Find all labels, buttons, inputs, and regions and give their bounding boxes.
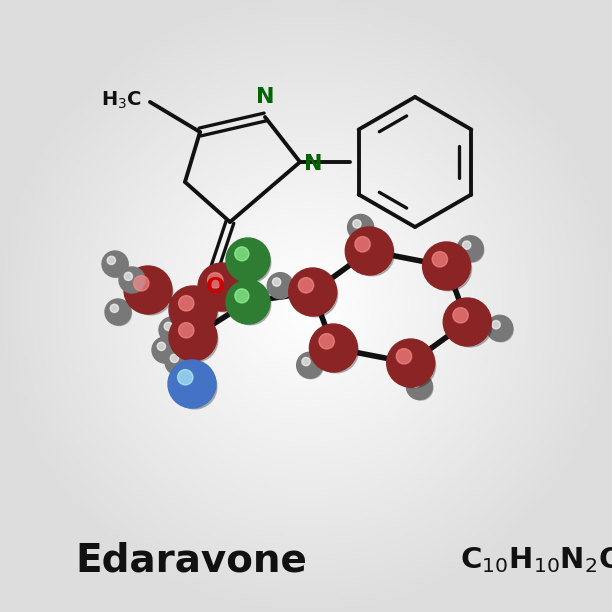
Circle shape bbox=[299, 355, 323, 379]
Circle shape bbox=[129, 271, 173, 315]
Circle shape bbox=[270, 275, 294, 299]
Circle shape bbox=[207, 272, 223, 288]
Circle shape bbox=[490, 318, 513, 342]
Circle shape bbox=[297, 353, 323, 378]
Circle shape bbox=[453, 308, 468, 323]
Circle shape bbox=[177, 370, 193, 385]
Circle shape bbox=[443, 298, 491, 346]
Circle shape bbox=[457, 236, 483, 262]
Circle shape bbox=[289, 268, 337, 316]
Circle shape bbox=[463, 241, 471, 249]
Circle shape bbox=[348, 214, 373, 241]
Circle shape bbox=[133, 275, 149, 291]
Circle shape bbox=[198, 263, 246, 311]
Text: C$_{10}$H$_{10}$N$_{2}$O: C$_{10}$H$_{10}$N$_{2}$O bbox=[460, 545, 612, 575]
Circle shape bbox=[448, 303, 492, 347]
Circle shape bbox=[392, 344, 436, 388]
Circle shape bbox=[492, 321, 500, 329]
Circle shape bbox=[165, 349, 191, 375]
Circle shape bbox=[314, 329, 359, 373]
Circle shape bbox=[174, 318, 218, 362]
Circle shape bbox=[235, 247, 249, 261]
Circle shape bbox=[355, 237, 370, 252]
Circle shape bbox=[226, 280, 270, 324]
Circle shape bbox=[310, 324, 357, 372]
Circle shape bbox=[345, 227, 394, 275]
Text: N: N bbox=[304, 154, 323, 174]
Circle shape bbox=[173, 365, 217, 409]
Circle shape bbox=[179, 296, 194, 311]
Circle shape bbox=[230, 242, 271, 283]
Circle shape bbox=[124, 272, 133, 280]
Circle shape bbox=[350, 232, 394, 276]
Circle shape bbox=[119, 267, 145, 293]
Text: N: N bbox=[256, 87, 274, 107]
Circle shape bbox=[203, 268, 247, 312]
Circle shape bbox=[397, 349, 412, 364]
Circle shape bbox=[298, 278, 314, 293]
Circle shape bbox=[432, 252, 447, 267]
Circle shape bbox=[169, 313, 217, 361]
Circle shape bbox=[164, 322, 173, 330]
Circle shape bbox=[353, 220, 361, 228]
Circle shape bbox=[107, 256, 116, 264]
Circle shape bbox=[108, 302, 132, 326]
Circle shape bbox=[387, 339, 435, 387]
Circle shape bbox=[427, 247, 471, 291]
Circle shape bbox=[155, 340, 179, 364]
Circle shape bbox=[152, 337, 178, 363]
Circle shape bbox=[174, 291, 218, 335]
Circle shape bbox=[409, 376, 433, 400]
Circle shape bbox=[122, 270, 146, 294]
Circle shape bbox=[412, 379, 420, 387]
Circle shape bbox=[487, 315, 513, 341]
Circle shape bbox=[302, 357, 310, 366]
Circle shape bbox=[460, 238, 484, 263]
Circle shape bbox=[168, 360, 216, 408]
Circle shape bbox=[105, 253, 129, 277]
Circle shape bbox=[179, 323, 194, 338]
Circle shape bbox=[406, 373, 433, 400]
Circle shape bbox=[294, 273, 338, 317]
Circle shape bbox=[105, 299, 131, 325]
Circle shape bbox=[230, 285, 271, 325]
Circle shape bbox=[319, 334, 334, 349]
Text: H$_3$C: H$_3$C bbox=[101, 89, 142, 111]
Circle shape bbox=[226, 238, 270, 282]
Circle shape bbox=[157, 342, 165, 351]
Circle shape bbox=[350, 217, 374, 241]
Circle shape bbox=[235, 289, 249, 303]
Circle shape bbox=[159, 317, 185, 343]
Text: O: O bbox=[206, 277, 225, 297]
Circle shape bbox=[422, 242, 471, 290]
Circle shape bbox=[124, 266, 172, 314]
Circle shape bbox=[102, 251, 128, 277]
Circle shape bbox=[170, 354, 179, 362]
Text: Edaravone: Edaravone bbox=[75, 541, 307, 579]
Circle shape bbox=[267, 273, 293, 299]
Circle shape bbox=[110, 304, 119, 313]
Circle shape bbox=[162, 319, 185, 343]
Circle shape bbox=[168, 352, 192, 376]
Circle shape bbox=[169, 286, 217, 334]
Circle shape bbox=[272, 278, 281, 286]
